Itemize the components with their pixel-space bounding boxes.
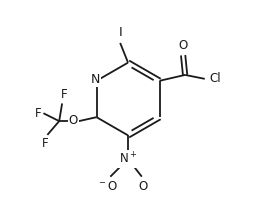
Text: $^-$O: $^-$O [97,180,118,193]
Text: N: N [91,73,100,86]
Text: F: F [60,89,67,101]
Text: F: F [42,137,49,150]
Text: O: O [138,180,147,193]
Text: I: I [118,26,122,39]
Text: F: F [35,107,41,120]
Text: N$^+$: N$^+$ [119,151,137,167]
Text: O: O [69,114,78,127]
Text: O: O [179,39,188,52]
Text: Cl: Cl [210,72,221,85]
